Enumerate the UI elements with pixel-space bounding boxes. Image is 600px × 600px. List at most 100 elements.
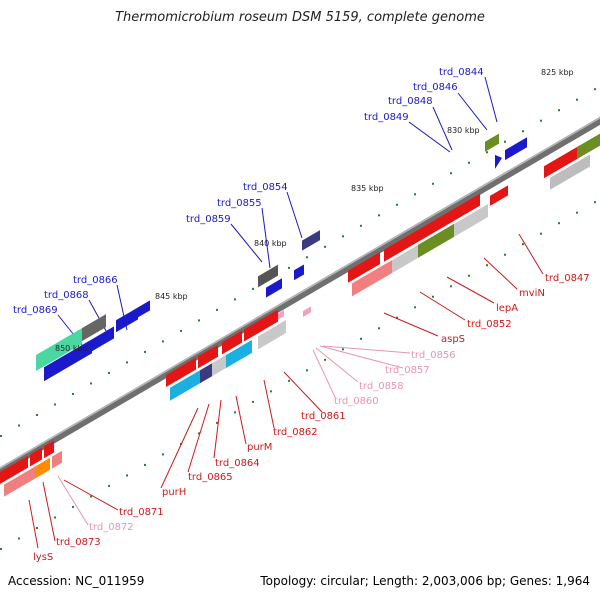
leader-purH — [160, 407, 199, 489]
tick-dot — [414, 306, 416, 309]
tick-label-850: 850 kbp — [55, 344, 88, 353]
label-trd_0847: trd_0847 — [545, 273, 590, 284]
tick-dot — [594, 201, 596, 204]
gene-lepA — [418, 223, 454, 258]
gene-trd_0866 — [116, 307, 138, 333]
label-trd_0866: trd_0866 — [73, 275, 118, 286]
tick-dot — [36, 413, 38, 416]
tick-dot — [468, 274, 470, 277]
tick-dot — [54, 403, 56, 406]
gene-mviN — [454, 204, 488, 237]
tick-dot — [18, 537, 20, 540]
gene-trd_0845 — [485, 133, 499, 152]
gene-mviN-top — [446, 193, 480, 226]
label-trd_0873: trd_0873 — [56, 537, 101, 548]
tick-dot — [324, 358, 326, 361]
tick-label-825: 825 kbp — [541, 68, 574, 77]
tick-dot — [540, 232, 542, 235]
tick-dot — [72, 505, 74, 508]
tick-dot — [378, 327, 380, 330]
genome-info-text: Topology: circular; Length: 2,003,006 bp… — [260, 574, 590, 588]
gene-trd_0873 — [36, 457, 50, 478]
gene-purH-top — [166, 357, 196, 388]
tick-dot — [270, 390, 272, 393]
gene-red-far-right-1 — [544, 145, 580, 179]
leader-trd_0873 — [42, 481, 56, 542]
label-trd_0871: trd_0871 — [119, 507, 164, 518]
gene-purM-top — [222, 330, 242, 355]
gene-trd_0846 — [495, 154, 502, 169]
gene-lepA-top — [414, 213, 446, 245]
gene-trd_0853 — [294, 264, 304, 281]
tick-dot — [594, 88, 596, 91]
gene-aspS — [352, 260, 392, 297]
genome-backbone — [0, 116, 600, 476]
leader-trd_0852 — [419, 291, 466, 321]
tick-dot — [450, 172, 452, 175]
tick-dot — [540, 119, 542, 122]
leader-trd_0849 — [408, 121, 451, 153]
tick-dot — [18, 424, 20, 427]
gene-trd_0844 — [505, 137, 527, 161]
label-aspS: aspS — [441, 334, 465, 345]
label-purH: purH — [162, 487, 186, 498]
label-trd_0864: trd_0864 — [215, 458, 260, 469]
label-trd_0857: trd_0857 — [385, 365, 430, 376]
label-trd_0846: trd_0846 — [413, 82, 458, 93]
leader-trd_0861 — [283, 371, 323, 413]
tick-dot — [144, 350, 146, 353]
label-purM: purM — [247, 442, 272, 453]
tick-dot — [504, 140, 506, 143]
gene-trd_0871 — [44, 440, 54, 459]
tick-dot — [36, 526, 38, 529]
gene-trd_0854 — [302, 230, 320, 251]
tick-dot — [306, 256, 308, 259]
tick-dot — [198, 432, 200, 435]
tick-label-840: 840 kbp — [254, 239, 287, 248]
gene-trd_0868 — [92, 326, 114, 352]
tick-dot — [558, 109, 560, 112]
tick-dot — [486, 151, 488, 154]
leader-trd_0871 — [63, 479, 119, 511]
label-mviN: mviN — [519, 288, 545, 299]
tick-dot — [324, 245, 326, 248]
genome-backbone-highlight — [0, 116, 600, 470]
tick-dot — [72, 392, 74, 395]
accession-text: Accession: NC_011959 — [8, 574, 145, 588]
label-trd_0858: trd_0858 — [359, 381, 404, 392]
tick-dot — [468, 161, 470, 164]
map-title: Thermomicrobium roseum DSM 5159, complet… — [115, 10, 485, 25]
tick-dot — [360, 337, 362, 340]
label-trd_0855: trd_0855 — [217, 198, 262, 209]
gene-trd_0856 — [303, 306, 311, 318]
tick-dot — [198, 319, 200, 322]
gene-trd_0864-top — [198, 344, 218, 369]
genes-above-backbone — [36, 133, 600, 382]
tick-dot — [54, 516, 56, 519]
gene-trd_0859 — [258, 264, 278, 288]
tick-dot — [180, 329, 182, 332]
tick-label-830: 830 kbp — [447, 126, 480, 135]
tick-dot — [432, 182, 434, 185]
label-trd_0844: trd_0844 — [439, 67, 484, 78]
leader-trd_0865 — [187, 403, 210, 473]
leader-trd_0847 — [518, 233, 544, 275]
tick-dot — [288, 379, 290, 382]
label-trd_0852: trd_0852 — [467, 319, 512, 330]
tick-dot — [90, 495, 92, 498]
gene-grey-far-right — [550, 154, 590, 190]
tick-dot — [522, 130, 524, 133]
gene-lysS-top — [0, 455, 28, 484]
label-trd_0862: trd_0862 — [273, 427, 318, 438]
gene-trd_0862-top — [244, 323, 254, 342]
label-trd_0856: trd_0856 — [411, 350, 456, 361]
tick-dot — [360, 224, 362, 227]
tick-dot — [252, 287, 254, 290]
gene-trd_0851 — [384, 232, 414, 262]
tick-dot — [414, 193, 416, 196]
tick-dot — [342, 235, 344, 238]
label-lysS: lysS — [33, 552, 53, 563]
tick-dot — [0, 435, 2, 437]
gene-trd_0867 — [82, 314, 106, 342]
